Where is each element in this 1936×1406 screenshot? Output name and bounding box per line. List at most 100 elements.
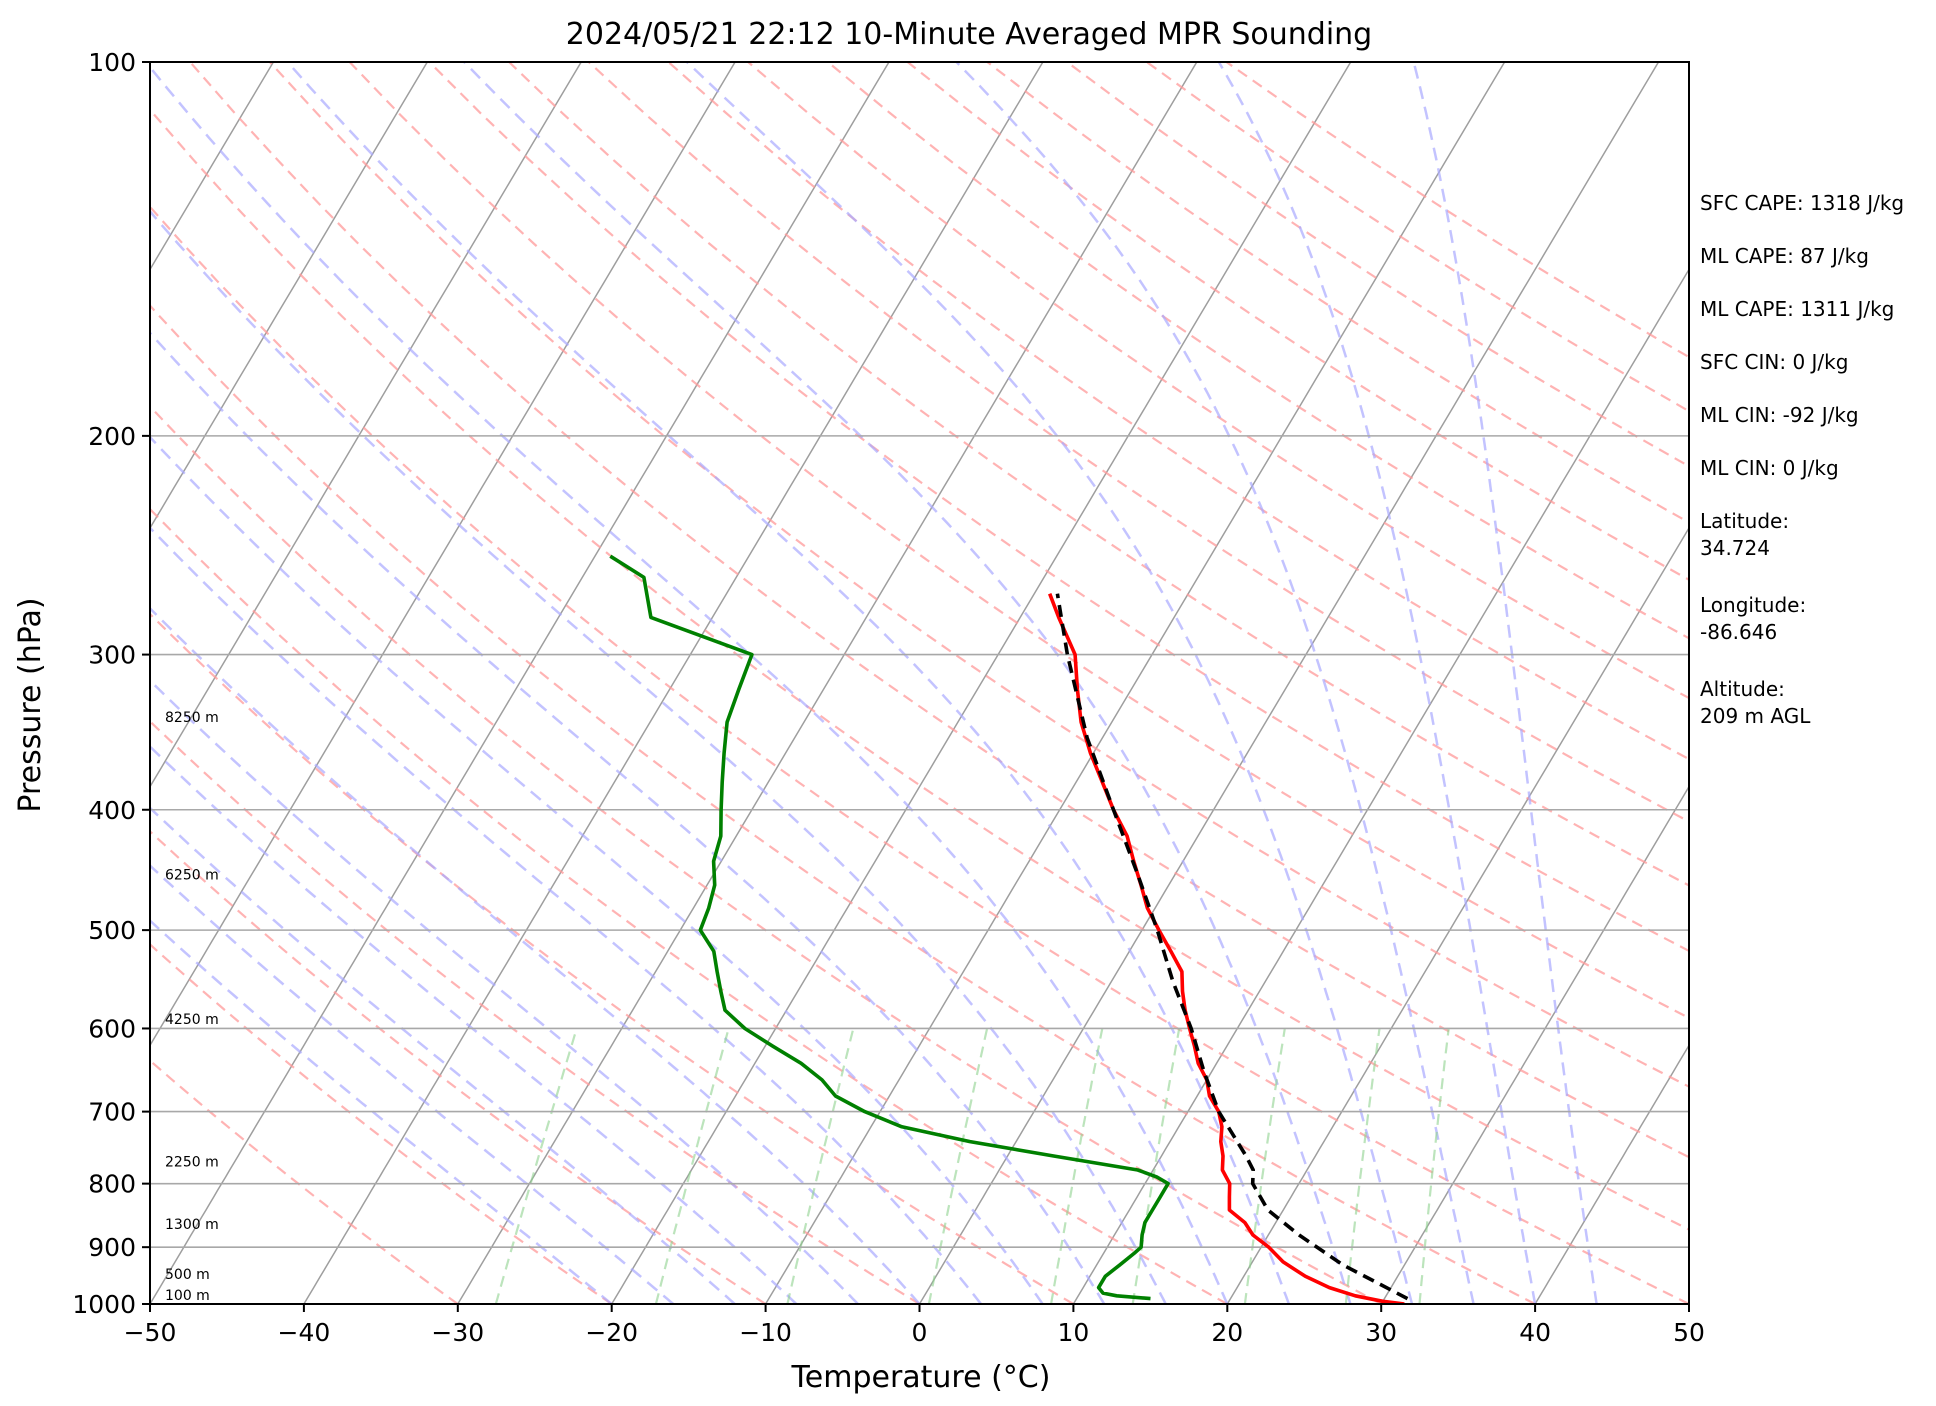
dry-adiabat-line <box>150 1059 459 1304</box>
dry-adiabat-line <box>150 107 1689 1231</box>
moist-adiabat-line <box>150 435 1044 1304</box>
x-tick-label: 20 <box>1211 1318 1243 1347</box>
mixing-ratio-line <box>1418 1028 1450 1304</box>
x-tick-label: −40 <box>278 1318 331 1347</box>
moist-adiabat-line <box>463 62 1352 1304</box>
latitude-text: Latitude: 34.724 <box>1700 509 1790 560</box>
chart-title: 2024/05/21 22:12 10-Minute Averaged MPR … <box>566 17 1372 52</box>
height-label: 100 m <box>165 1288 210 1304</box>
moist-adiabat-line <box>286 62 1291 1304</box>
moist-adiabat-line <box>1412 62 1598 1304</box>
height-labels: 100 m 500 m 1300 m 2250 m 4250 m 6250 m 8250 m <box>165 710 219 1304</box>
x-tick-label: 10 <box>1057 1318 1089 1347</box>
y-tick-label: 900 <box>88 1233 136 1262</box>
y-tick-label: 400 <box>88 796 136 825</box>
moist-adiabat-line <box>150 65 1229 1304</box>
y-tick-label: 200 <box>88 422 136 451</box>
x-tick-label: −20 <box>585 1318 638 1347</box>
x-ticks: −50 −40 −30 −20 −10 0 10 20 30 40 50 <box>124 1304 1705 1347</box>
dry-adiabat-line <box>827 62 1689 640</box>
ml-cin-text: ML CIN: -92 J/kg <box>1700 403 1859 427</box>
moist-adiabat-line <box>150 863 675 1304</box>
y-tick-label: 300 <box>88 641 136 670</box>
sounding-line-0 <box>1048 593 1405 1304</box>
moist-adiabat-line <box>686 62 1414 1304</box>
height-label: 2250 m <box>165 1155 219 1171</box>
moist-adiabat-line <box>150 744 798 1304</box>
mixing-ratio-line <box>494 1028 578 1304</box>
mixing-ratio-line <box>1344 1028 1381 1304</box>
x-tick-label: 0 <box>912 1318 928 1347</box>
y-tick-label: 800 <box>88 1170 136 1199</box>
isotherm-line <box>764 62 1506 1304</box>
dry-adiabat-line <box>268 62 1689 1088</box>
moist-adiabat-line <box>150 331 1106 1304</box>
isotherm-line <box>1072 267 1689 1304</box>
dry-adiabat-line <box>747 62 1689 700</box>
dry-adiabat-line <box>150 829 767 1304</box>
moist-adiabat-line <box>150 678 859 1304</box>
y-tick-label: 600 <box>88 1014 136 1043</box>
x-tick-label: 50 <box>1673 1318 1705 1347</box>
y-tick-label: 100 <box>88 48 136 77</box>
dry-adiabat-line <box>150 205 1689 1304</box>
sounding-line-1 <box>609 554 1170 1301</box>
isotherm-line <box>150 62 428 530</box>
isotherm-line <box>457 62 1198 1304</box>
isotherm-line <box>150 62 582 789</box>
dry-adiabat-line <box>150 942 613 1304</box>
ml-cape-text-2: ML CAPE: 1311 J/kg <box>1700 297 1895 321</box>
altitude-text: Altitude: 209 m AGL <box>1700 677 1811 728</box>
mixing-ratio-line <box>786 1028 855 1304</box>
y-tick-label: 500 <box>88 916 136 945</box>
isotherm-line <box>303 62 1044 1304</box>
x-tick-label: −30 <box>431 1318 484 1347</box>
moist-adiabat-line <box>150 606 921 1304</box>
mixing-ratio-line <box>654 1028 730 1304</box>
dry-adiabat-line <box>508 62 1689 887</box>
dry-adiabat-line <box>150 404 1382 1304</box>
sfc-cin-text: SFC CIN: 0 J/kg <box>1700 350 1849 374</box>
isotherm-line <box>150 62 890 1304</box>
moist-adiabat-line <box>150 209 1167 1304</box>
sounding-series <box>609 554 1409 1304</box>
y-tick-label: 700 <box>88 1098 136 1127</box>
dry-adiabat-line <box>150 612 1074 1304</box>
mixing-ratio-line <box>1131 1028 1181 1304</box>
moist-adiabat-line <box>1217 62 1537 1304</box>
height-label: 8250 m <box>165 710 219 726</box>
moist-adiabat-line <box>955 62 1475 1304</box>
height-label: 4250 m <box>165 1012 219 1028</box>
sounding-info-panel: SFC CAPE: 1318 J/kg ML CAPE: 87 J/kg ML … <box>1700 190 1930 756</box>
height-label: 1300 m <box>165 1217 219 1233</box>
mixing-ratio-line <box>1243 1028 1286 1304</box>
isotherm-line <box>1534 1043 1689 1304</box>
y-axis-label: Pressure (hPa) <box>13 597 48 812</box>
dry-adiabat-line <box>150 507 1228 1304</box>
y-tick-label: 1000 <box>72 1290 136 1319</box>
longitude-text: Longitude: -86.646 <box>1700 593 1807 644</box>
isotherm-line <box>150 62 736 1047</box>
sfc-cape-text: SFC CAPE: 1318 J/kg <box>1700 191 1905 215</box>
mixing-ratio-line <box>927 1028 989 1304</box>
x-axis-label: Temperature (°C) <box>791 1360 1051 1395</box>
height-label: 500 m <box>165 1267 210 1283</box>
x-tick-label: −50 <box>124 1318 177 1347</box>
dry-adiabat-line <box>150 719 921 1304</box>
mixing-ratio-line <box>1050 1028 1104 1304</box>
isotherm-line <box>918 62 1660 1304</box>
dry-adiabat-line <box>150 304 1536 1304</box>
dry-adiabat-line <box>189 62 1689 1159</box>
background-lines <box>150 62 1689 1304</box>
moist-adiabat-line <box>150 806 736 1304</box>
dry-adiabat-line <box>667 62 1689 761</box>
isotherm-line <box>1226 526 1689 1304</box>
y-ticks: 100 200 300 400 500 600 700 800 900 1000 <box>72 48 150 1319</box>
height-label: 6250 m <box>165 867 219 883</box>
ml-cin-text-2: ML CIN: 0 J/kg <box>1700 456 1839 480</box>
moist-adiabat-line <box>150 526 983 1304</box>
sounding-line-2 <box>1055 593 1409 1301</box>
dry-adiabat-line <box>348 62 1689 1020</box>
x-tick-label: −10 <box>739 1318 792 1347</box>
